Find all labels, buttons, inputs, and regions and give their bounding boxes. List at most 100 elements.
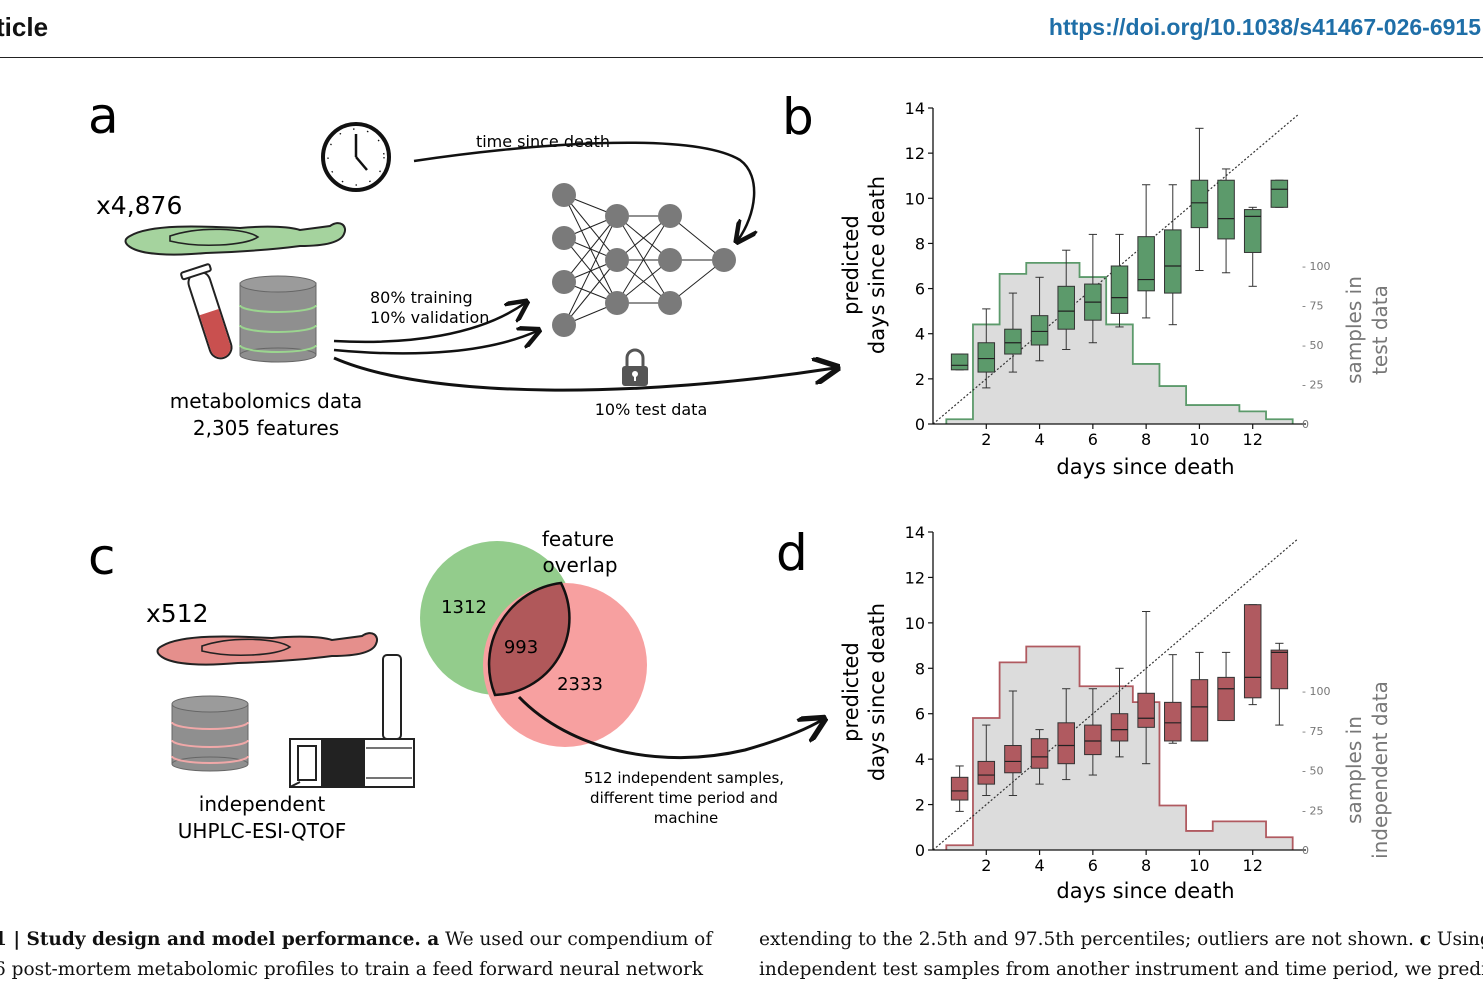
venn-right-count: 2333: [557, 674, 603, 695]
chart-d: 0 2 4 6 8 10 12 14 2 4 6 8 10 12 0 - 25 - 50 - 75 - 100 day…: [839, 523, 1392, 903]
box: [950, 353, 969, 371]
panel-letter-c: c: [88, 528, 116, 586]
y-tick-label: 10: [905, 189, 925, 208]
box: [1270, 179, 1289, 208]
box: [1084, 724, 1102, 756]
box: [1057, 285, 1075, 330]
x-axis-label: days since death: [1056, 879, 1234, 903]
box: [1004, 745, 1022, 774]
panel-letter-a: a: [88, 87, 119, 145]
right-axis-label: samples in: [1342, 276, 1366, 384]
y-tick-label: 2: [915, 796, 925, 815]
box: [1057, 722, 1075, 765]
body-count-c: x512: [146, 599, 209, 628]
y-tick-label: 8: [915, 234, 925, 253]
instrument-icon: [289, 654, 415, 788]
box: [977, 342, 996, 373]
x-tick-label: 6: [1088, 430, 1098, 449]
feature-overlap-line2: overlap: [542, 553, 617, 577]
y-tick-label: 6: [915, 280, 925, 299]
y-axis-label: predicted: [839, 642, 863, 742]
y-tick-label: 4: [915, 325, 925, 344]
box: [1137, 692, 1155, 728]
panel-a: a x4,876 metabolomics data: [88, 87, 835, 440]
box: [1217, 179, 1235, 240]
section-label: ticle: [0, 12, 49, 42]
database-icon-c: [171, 695, 249, 772]
caption-text: 6 post-mortem metabolomic profiles to tr…: [0, 959, 704, 980]
x-tick-label: 8: [1141, 430, 1151, 449]
figure: a x4,876 metabolomics data: [88, 87, 1392, 903]
box: [1190, 679, 1209, 742]
x-tick-label: 2: [981, 856, 991, 875]
box: [950, 776, 969, 801]
venn-center-count: 993: [504, 637, 538, 658]
neural-network-icon: [552, 183, 736, 337]
panel-letter-b: b: [782, 88, 814, 146]
panel-c: c x512 independent UHPLC-ESI-QTOF: [88, 527, 822, 843]
caption-right-column: extending to the 2.5th and 97.5th percen…: [759, 925, 1483, 985]
y-axis-label: days since death: [865, 603, 889, 781]
box: [1030, 315, 1049, 346]
box: [1164, 229, 1182, 294]
x-tick-label: 2: [981, 430, 991, 449]
arrow-note-line1: 512 independent samples,: [584, 769, 784, 787]
independent-arrow: [517, 695, 822, 760]
caption-text: Using: [1436, 929, 1483, 950]
box: [1243, 604, 1262, 699]
caption-bold: c: [1419, 929, 1432, 950]
histogram-line: [945, 645, 1294, 850]
x-tick-label: 10: [1189, 856, 1209, 875]
test-tube-icon: [180, 263, 233, 360]
right-axis-label: independent data: [1368, 681, 1392, 859]
training-arrow: [333, 303, 525, 344]
y-tick-label: 4: [915, 750, 925, 769]
y-tick-label: 14: [905, 99, 925, 118]
right-tick-label: - 50: [1302, 765, 1323, 778]
right-tick-label: - 25: [1302, 804, 1323, 817]
lock-icon: [622, 348, 648, 386]
doi-link[interactable]: https://doi.org/10.1038/s41467-026-6915: [1048, 14, 1481, 40]
venn-overlap: [487, 581, 571, 697]
box: [1270, 649, 1289, 690]
y-tick-label: 0: [915, 415, 925, 434]
y-tick-label: 12: [905, 144, 925, 163]
x-tick-label: 4: [1034, 430, 1044, 449]
x-tick-label: 6: [1088, 856, 1098, 875]
right-tick-label: - 100: [1302, 685, 1330, 698]
split-training-label: 80% training: [370, 288, 473, 307]
y-tick-label: 12: [905, 568, 925, 587]
caption-left-line-1: 1 | Study design and model performance. …: [0, 925, 712, 955]
data-label-line1: metabolomics data: [170, 389, 362, 413]
page-header: ticle https://doi.org/10.1038/s41467-026…: [0, 0, 1483, 58]
caption-left-line-2: 6 post-mortem metabolomic profiles to tr…: [0, 955, 712, 985]
feature-overlap-line1: feature: [542, 527, 614, 551]
box: [1164, 701, 1182, 742]
x-tick-label: 10: [1189, 430, 1209, 449]
y-tick-label: 0: [915, 841, 925, 860]
y-tick-label: 14: [905, 523, 925, 542]
right-tick-label: 0: [1302, 418, 1309, 431]
y-axis-label: days since death: [865, 176, 889, 354]
caption-text: independent test samples from another in…: [759, 959, 1483, 980]
box: [977, 760, 996, 785]
panel-letter-d: d: [776, 524, 808, 582]
caption-right-line-2: independent test samples from another in…: [759, 955, 1483, 985]
caption-text: We used our compendium of: [439, 929, 713, 950]
right-tick-label: - 75: [1302, 300, 1323, 313]
x-tick-label: 4: [1034, 856, 1044, 875]
x-tick-label: 12: [1243, 430, 1263, 449]
body-count-a: x4,876: [96, 191, 182, 220]
caption-right-line-1: extending to the 2.5th and 97.5th percen…: [759, 925, 1483, 955]
caption-bold: 1 | Study design and model performance. …: [0, 929, 440, 950]
right-axis-label: test data: [1368, 285, 1392, 375]
body-icon-a: [124, 222, 346, 256]
right-tick-label: - 50: [1302, 339, 1323, 352]
arrow-note-line2: different time period and: [590, 789, 778, 807]
box: [1004, 328, 1022, 355]
right-axis-label: samples in: [1342, 716, 1366, 824]
body-icon-c: [156, 632, 378, 666]
histogram-fill: [946, 262, 1293, 424]
box: [1190, 179, 1209, 229]
x-tick-label: 8: [1141, 856, 1151, 875]
